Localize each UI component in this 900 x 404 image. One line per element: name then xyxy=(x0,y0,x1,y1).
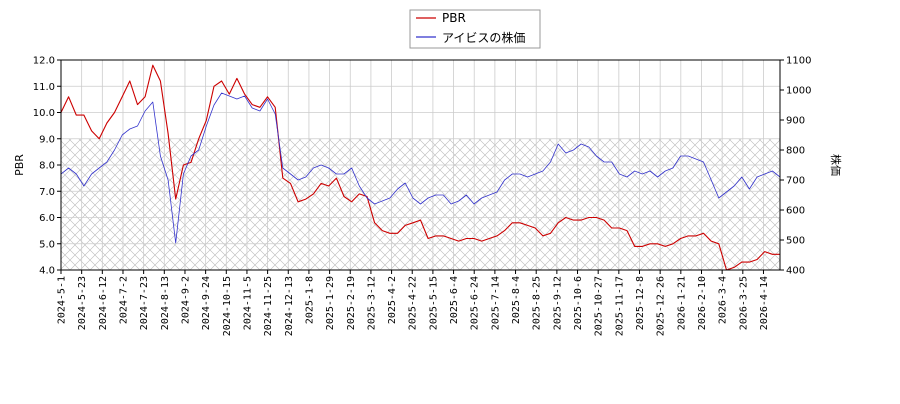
x-tick-label: 2025-12-8 xyxy=(635,276,646,330)
x-tick-label: 2026-4-14 xyxy=(759,276,770,330)
left-tick-label: 5.0 xyxy=(39,239,55,250)
gridlines xyxy=(60,59,780,271)
left-tick-label: 11.0 xyxy=(33,82,55,93)
x-tick-label: 2024-7-2 xyxy=(118,276,129,324)
x-tick-label: 2024-10-15 xyxy=(222,276,233,336)
x-tick-label: 2024-11-5 xyxy=(242,276,253,330)
right-tick-label: 800 xyxy=(786,146,805,157)
right-tick-label: 600 xyxy=(786,206,805,217)
x-tick-label: 2025-8-4 xyxy=(511,276,522,324)
series-layer xyxy=(61,64,780,270)
right-tick-label: 700 xyxy=(786,176,805,187)
x-tick-label: 2025-10-27 xyxy=(594,276,605,336)
x-tick-label: 2024-9-2 xyxy=(180,276,191,324)
x-tick-label: 2025-6-4 xyxy=(449,276,460,324)
x-tick-label: 2025-7-14 xyxy=(490,276,501,330)
left-tick-label: 6.0 xyxy=(39,213,55,224)
left-axis-label: PBR xyxy=(13,154,26,176)
x-tick-label: 2024-11-25 xyxy=(263,276,274,336)
right-tick-label: 500 xyxy=(786,236,805,247)
legend-label-stock: アイビスの株価 xyxy=(442,30,525,45)
right-axis: 400 500 600 700 800 900 1000 1100 xyxy=(780,56,811,277)
left-tick-label: 4.0 xyxy=(39,266,55,277)
x-tick-label: 2025-1-29 xyxy=(325,276,336,330)
series-line-pbr xyxy=(61,64,780,270)
x-tick-label: 2024-12-13 xyxy=(284,276,295,336)
x-tick-label: 2024-5-23 xyxy=(77,276,88,330)
x-tick-label: 2024-8-13 xyxy=(160,276,171,330)
x-tick-label: 2025-6-24 xyxy=(470,276,481,330)
x-tick-label: 2025-5-15 xyxy=(428,276,439,330)
x-tick-label: 2024-7-23 xyxy=(139,276,150,330)
x-tick-label: 2026-3-25 xyxy=(738,276,749,330)
right-tick-label: 1000 xyxy=(786,86,811,97)
right-axis-label: 株価 xyxy=(829,154,843,176)
x-tick-label: 2025-12-26 xyxy=(656,276,667,336)
left-tick-label: 10.0 xyxy=(33,108,55,119)
x-tick-label: 2025-10-6 xyxy=(573,276,584,330)
x-tick-label: 2024-9-24 xyxy=(201,276,212,330)
x-tick-label: 2025-2-19 xyxy=(346,276,357,330)
left-tick-label: 8.0 xyxy=(39,161,55,172)
x-tick-label: 2025-11-17 xyxy=(614,276,625,336)
x-tick-label: 2025-4-22 xyxy=(408,276,419,330)
x-tick-label: 2026-1-21 xyxy=(676,276,687,330)
legend-label-pbr: PBR xyxy=(442,11,466,25)
legend: PBR アイビスの株価 xyxy=(409,9,541,49)
x-tick-label: 2025-8-25 xyxy=(532,276,543,330)
left-tick-label: 12.0 xyxy=(33,56,55,67)
right-tick-label: 1100 xyxy=(786,56,811,67)
x-tick-label: 2024-5-1 xyxy=(57,276,68,324)
right-tick-label: 400 xyxy=(786,266,805,277)
x-tick-label: 2026-2-10 xyxy=(697,276,708,330)
left-tick-label: 9.0 xyxy=(39,134,55,145)
x-tick-label: 2025-9-12 xyxy=(552,276,563,330)
right-tick-label: 900 xyxy=(786,116,805,127)
x-tick-label: 2024-6-12 xyxy=(98,276,109,330)
series-line-stock-price xyxy=(61,92,780,244)
x-tick-label: 2025-3-12 xyxy=(366,276,377,330)
x-tick-label: 2026-3-4 xyxy=(718,276,729,324)
left-tick-label: 7.0 xyxy=(39,187,55,198)
legend-box xyxy=(409,9,541,49)
left-axis: 4.0 5.0 6.0 7.0 8.0 9.0 10.0 11.0 12.0 xyxy=(33,56,61,277)
x-tick-label: 2025-1-8 xyxy=(304,276,315,324)
x-axis: 2024-5-1 2024-5-23 2024-6-12 2024-7-2 2024-7… xyxy=(57,270,770,336)
x-tick-label: 2025-4-2 xyxy=(387,276,398,324)
